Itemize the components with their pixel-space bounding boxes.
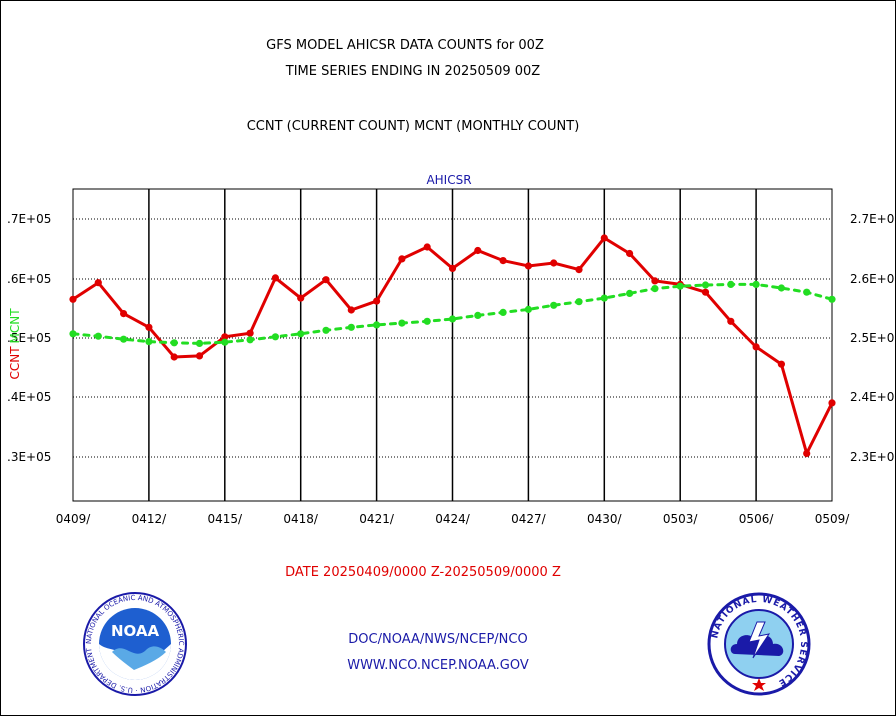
y-tick-label-left: .7E+05 (7, 212, 51, 226)
data-point-ccnt (221, 333, 229, 341)
data-point-ccnt (777, 360, 786, 368)
data-point-mcnt (271, 333, 279, 341)
y-tick-label-right: 2.7E+0 (850, 212, 894, 226)
data-point-mcnt (94, 332, 102, 340)
date-range-label: DATE 20250409/0000 Z-20250509/0000 Z (285, 565, 561, 580)
data-point-ccnt (398, 255, 406, 263)
data-point-mcnt (347, 323, 355, 331)
series-layer (69, 234, 836, 458)
plot-title: AHICSR (426, 173, 471, 187)
y-tick-label-right: 2.6E+0 (850, 272, 894, 286)
chart-title-line-2: TIME SERIES ENDING IN 20250509 00Z (285, 64, 541, 79)
tick-label-layer: 0409/0412/0415/0418/0421/0424/0427/0430/… (7, 212, 894, 526)
data-point-ccnt (423, 243, 431, 251)
data-point-mcnt (246, 336, 254, 344)
data-point-ccnt (499, 257, 507, 265)
y-tick-label-left: .5E+05 (7, 331, 51, 345)
x-tick-label: 0427/ (511, 512, 547, 526)
data-point-ccnt (803, 449, 811, 457)
x-tick-label: 0424/ (435, 512, 471, 526)
chart-subtitle: CCNT (CURRENT COUNT) MCNT (MONTHLY COUNT… (246, 119, 580, 134)
data-point-mcnt (651, 285, 659, 293)
data-point-mcnt (221, 338, 229, 346)
noaa-logo-text: NOAA (111, 622, 160, 640)
data-point-ccnt (474, 246, 482, 255)
data-point-ccnt (347, 306, 355, 314)
data-point-mcnt (727, 280, 735, 288)
data-point-mcnt (550, 301, 558, 309)
data-point-mcnt (373, 321, 381, 329)
y-tick-label-right: 2.4E+0 (850, 390, 894, 404)
credit-line-2: WWW.NCO.NCEP.NOAA.GOV (347, 658, 529, 673)
data-point-mcnt (752, 280, 760, 288)
data-point-mcnt (499, 308, 507, 316)
data-point-ccnt (322, 276, 330, 284)
x-tick-label: 0503/ (663, 512, 699, 526)
x-tick-label: 0409/ (56, 512, 92, 526)
grid-layer (73, 189, 832, 501)
data-point-mcnt (474, 311, 482, 319)
credit-line-1: DOC/NOAA/NWS/NCEP/NCO (348, 632, 528, 647)
plot-border (72, 188, 833, 502)
data-point-mcnt (676, 282, 684, 290)
data-point-ccnt (651, 277, 659, 285)
x-tick-label: 0430/ (587, 512, 623, 526)
y-tick-label-left: .4E+05 (7, 390, 51, 404)
data-point-mcnt (777, 284, 786, 292)
data-point-mcnt (195, 339, 204, 347)
data-point-ccnt (752, 343, 760, 351)
data-point-mcnt (448, 315, 457, 323)
data-point-ccnt (727, 317, 735, 325)
data-point-mcnt (423, 317, 431, 325)
x-tick-label: 0509/ (815, 512, 851, 526)
x-tick-label: 0415/ (208, 512, 244, 526)
data-point-mcnt (828, 295, 836, 303)
x-tick-label: 0421/ (359, 512, 395, 526)
data-point-mcnt (575, 298, 583, 306)
nws-logo: NATIONAL WEATHER SERVICE (707, 592, 811, 696)
data-point-ccnt (170, 353, 178, 361)
data-point-ccnt (600, 234, 608, 242)
data-point-mcnt (803, 288, 811, 296)
data-point-ccnt (120, 310, 128, 318)
data-point-ccnt (575, 266, 583, 274)
noaa-logo: NATIONAL OCEANIC AND ATMOSPHERIC ADMINIS… (82, 592, 187, 696)
data-point-mcnt (600, 294, 608, 302)
data-point-ccnt (524, 262, 533, 270)
data-point-ccnt (626, 249, 634, 258)
chart-title-line-1: GFS MODEL AHICSR DATA COUNTS for 00Z (266, 38, 544, 53)
y-tick-label-right: 2.5E+0 (850, 331, 894, 345)
data-point-mcnt (145, 338, 153, 346)
data-point-mcnt (69, 330, 77, 338)
data-point-ccnt (271, 274, 279, 282)
y-axis-label-mcnt: MCNT (8, 308, 22, 344)
data-point-ccnt (69, 295, 77, 303)
data-point-mcnt (524, 305, 533, 313)
x-tick-label: 0412/ (132, 512, 168, 526)
data-point-mcnt (120, 335, 128, 343)
data-point-ccnt (94, 279, 102, 287)
data-point-ccnt (373, 297, 381, 305)
data-point-ccnt (145, 323, 153, 331)
data-point-ccnt (448, 264, 457, 272)
y-tick-label-right: 2.3E+0 (850, 450, 894, 464)
data-point-ccnt (701, 288, 710, 296)
data-point-ccnt (195, 352, 204, 360)
data-point-ccnt (550, 259, 558, 267)
y-axis-label-ccnt: CCNT (8, 346, 22, 380)
data-point-mcnt (322, 326, 330, 334)
data-point-mcnt (297, 330, 305, 338)
y-tick-label-left: .6E+05 (7, 272, 51, 286)
data-point-ccnt (246, 329, 254, 337)
data-point-mcnt (701, 281, 710, 289)
data-point-mcnt (626, 289, 634, 297)
data-point-mcnt (170, 339, 178, 347)
x-tick-label: 0418/ (283, 512, 319, 526)
data-point-ccnt (828, 399, 836, 407)
data-point-mcnt (398, 319, 406, 327)
x-tick-label: 0506/ (739, 512, 775, 526)
data-point-ccnt (297, 294, 305, 302)
y-tick-label-left: .3E+05 (7, 450, 51, 464)
